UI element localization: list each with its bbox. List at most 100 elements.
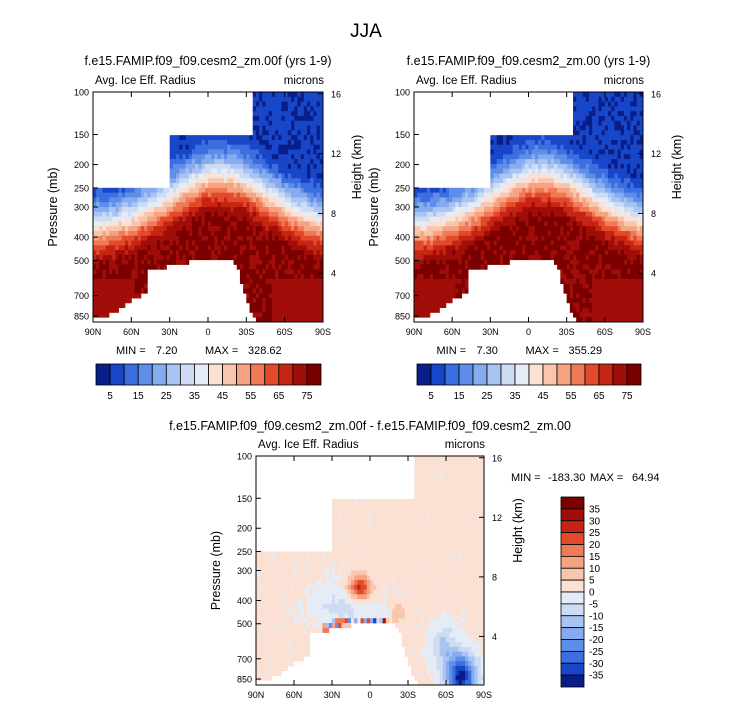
heatmap-cell bbox=[281, 144, 286, 150]
heatmap-cell bbox=[287, 144, 292, 150]
heatmap-cell bbox=[429, 293, 434, 299]
heatmap-cell bbox=[553, 259, 558, 265]
heatmap-cell bbox=[297, 259, 302, 265]
heatmap-cell bbox=[239, 226, 244, 232]
heatmap-cell bbox=[544, 254, 548, 261]
heatmap-cell bbox=[108, 264, 113, 270]
heatmap-cell bbox=[150, 211, 155, 217]
axes-layer: 90N 60N 30N 0 30S 60S 90S100150200250300400500… bbox=[74, 88, 341, 338]
heatmap-cell bbox=[268, 560, 273, 567]
max-label: MAX = bbox=[590, 472, 623, 484]
heatmap-cell bbox=[255, 288, 260, 294]
heatmap-cell bbox=[483, 230, 488, 237]
heatmap-cell bbox=[525, 168, 529, 174]
heatmap-cell bbox=[417, 254, 421, 261]
heatmap-cell bbox=[620, 106, 625, 112]
heatmap-cell bbox=[458, 264, 463, 270]
heatmap-cell bbox=[115, 197, 119, 203]
heatmap-cell bbox=[433, 269, 437, 275]
y-tick-label: 200 bbox=[74, 160, 89, 170]
heatmap-cell bbox=[128, 192, 132, 198]
heatmap-cell bbox=[493, 178, 498, 184]
heatmap-cell bbox=[99, 307, 103, 313]
heatmap-cell bbox=[144, 197, 148, 203]
heatmap-cell bbox=[547, 168, 552, 174]
heatmap-cell bbox=[452, 221, 456, 227]
heatmap-cell bbox=[601, 226, 606, 232]
heatmap-cell bbox=[604, 173, 609, 179]
heatmap-cell bbox=[153, 216, 158, 222]
heatmap-cell bbox=[592, 96, 596, 102]
heatmap-cell bbox=[265, 317, 270, 323]
heatmap-cell bbox=[291, 307, 295, 313]
heatmap-cell bbox=[268, 264, 273, 270]
heatmap-cell bbox=[623, 307, 628, 313]
heatmap-cell bbox=[140, 202, 145, 208]
heatmap-cell bbox=[297, 106, 302, 112]
heatmap-cell bbox=[195, 254, 199, 261]
heatmap-cell bbox=[604, 163, 609, 170]
heatmap-cell bbox=[639, 135, 644, 141]
heatmap-cell bbox=[268, 675, 273, 681]
heatmap-cell bbox=[576, 226, 580, 232]
heatmap-cell bbox=[604, 278, 609, 285]
heatmap-cell bbox=[271, 240, 276, 246]
heatmap-cell bbox=[579, 216, 583, 222]
heatmap-cell bbox=[483, 226, 488, 232]
heatmap-cell bbox=[310, 274, 314, 280]
heatmap-cell bbox=[499, 259, 504, 265]
heatmap-cell bbox=[553, 226, 558, 232]
heatmap-cell bbox=[477, 192, 482, 198]
heatmap-cell bbox=[579, 187, 583, 194]
heatmap-cell bbox=[614, 120, 618, 126]
heatmap-cell bbox=[423, 207, 428, 213]
heatmap-cell bbox=[417, 197, 421, 203]
heatmap-cell bbox=[633, 192, 638, 198]
heatmap-cell bbox=[156, 240, 161, 246]
heatmap-cell bbox=[569, 298, 574, 304]
heatmap-cell bbox=[420, 259, 424, 265]
heatmap-cell bbox=[268, 115, 273, 122]
heatmap-cell bbox=[429, 278, 434, 285]
heatmap-cell bbox=[579, 111, 583, 117]
heatmap-cell bbox=[239, 187, 244, 194]
heatmap-cell bbox=[630, 144, 634, 150]
heatmap-cell bbox=[576, 183, 580, 189]
heatmap-cell bbox=[124, 226, 129, 232]
heatmap-cell bbox=[230, 235, 234, 241]
heatmap-cell bbox=[499, 211, 504, 217]
heatmap-cell bbox=[281, 240, 286, 246]
heatmap-cell bbox=[259, 226, 263, 232]
heatmap-cell bbox=[150, 202, 155, 208]
heatmap-cell bbox=[442, 230, 447, 237]
heatmap-cell bbox=[227, 187, 231, 194]
heatmap-cell bbox=[307, 216, 311, 222]
heatmap-cell bbox=[201, 183, 206, 189]
heatmap-cell bbox=[153, 264, 158, 270]
heatmap-cell bbox=[262, 565, 266, 571]
heatmap-cell bbox=[243, 173, 247, 179]
heatmap-cell bbox=[496, 230, 501, 237]
heatmap-cell bbox=[576, 274, 580, 280]
heatmap-cell bbox=[595, 317, 599, 323]
heatmap-cell bbox=[566, 135, 571, 141]
heatmap-cell bbox=[423, 226, 428, 232]
heatmap-cell bbox=[452, 226, 456, 232]
heatmap-cell bbox=[284, 216, 289, 222]
units-label: microns bbox=[284, 75, 325, 87]
heatmap-cell bbox=[208, 135, 212, 141]
heatmap-cell bbox=[553, 254, 558, 261]
heatmap-cell bbox=[217, 173, 222, 179]
heatmap-cell bbox=[259, 608, 263, 614]
heatmap-cell bbox=[601, 144, 606, 150]
heatmap-cell bbox=[611, 202, 615, 208]
heatmap-cell bbox=[294, 211, 298, 217]
heatmap-cell bbox=[595, 202, 599, 208]
heatmap-cell bbox=[576, 202, 580, 208]
heatmap-cell bbox=[115, 274, 119, 280]
heatmap-cell bbox=[620, 154, 625, 160]
heatmap-cell bbox=[538, 226, 542, 232]
heatmap-cell bbox=[297, 163, 302, 170]
heatmap-cell bbox=[284, 168, 289, 174]
heatmap-cell bbox=[579, 106, 583, 112]
